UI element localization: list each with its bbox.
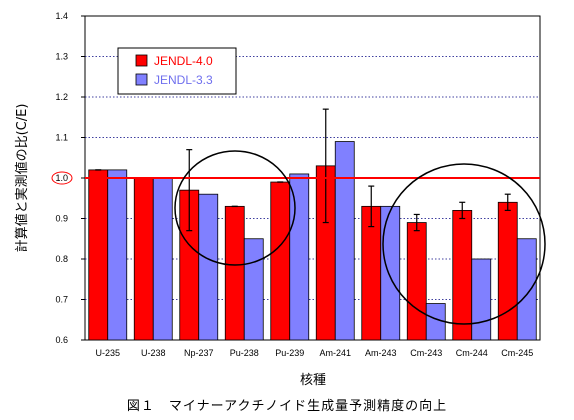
x-tick-label-cm-243: Cm-243 xyxy=(410,348,442,358)
x-tick-label-cm-245: Cm-245 xyxy=(501,348,533,358)
bar-jendl33-cm-245 xyxy=(516,238,537,341)
highlight-circle-right xyxy=(382,163,546,325)
bar-jendl40-u-235 xyxy=(88,169,109,341)
y-axis-title: 計算値と実測値の比(C/E) xyxy=(14,104,30,253)
x-tick-label-np-237: Np-237 xyxy=(184,348,214,358)
y-tick-label: 1.3 xyxy=(55,52,68,62)
x-tick-label-u-238: U-238 xyxy=(141,348,166,358)
bar-jendl40-cm-245 xyxy=(497,201,518,341)
x-tick-label-pu-239: Pu-239 xyxy=(275,348,304,358)
bar-jendl40-cm-244 xyxy=(452,209,473,341)
y-tick-label: 1.2 xyxy=(55,92,68,102)
bar-jendl33-am-243 xyxy=(380,205,401,341)
y-tick-label: 0.7 xyxy=(55,295,68,305)
y-tick-label: 0.8 xyxy=(55,254,68,264)
bar-jendl33-pu-238 xyxy=(243,238,264,341)
y-tick-label: 1.4 xyxy=(55,11,68,21)
x-tick-label-pu-238: Pu-238 xyxy=(230,348,259,358)
y-tick-label: 0.6 xyxy=(55,335,68,345)
bar-jendl40-pu-239 xyxy=(270,181,291,341)
bar-jendl33-pu-239 xyxy=(289,173,310,341)
x-tick-label-am-241: Am-241 xyxy=(319,348,351,358)
bar-jendl33-am-241 xyxy=(334,141,355,341)
y-tick-label: 0.9 xyxy=(55,214,68,224)
bar-jendl33-cm-244 xyxy=(471,258,492,341)
x-tick-label-cm-244: Cm-244 xyxy=(456,348,488,358)
y-axis-ticks: 0.6 0.7 0.8 0.9 1.0 1.1 1.2 1.3 1.4 xyxy=(51,11,85,345)
figure-caption: 図１ マイナーアクチノイド生成量予測精度の向上 xyxy=(126,399,448,414)
y-tick-label: 1.1 xyxy=(55,133,68,143)
highlight-circle-left xyxy=(174,150,296,266)
x-tick-label-u-235: U-235 xyxy=(95,348,120,358)
bar-jendl33-u-238 xyxy=(152,177,173,341)
legend: JENDL-4.0 JENDL-3.3 xyxy=(117,47,237,95)
bar-jendl40-cm-243 xyxy=(406,222,427,341)
bar-jendl33-u-235 xyxy=(107,169,128,341)
bar-jendl40-pu-238 xyxy=(224,205,245,341)
legend-label-jendl33: JENDL-3.3 xyxy=(154,73,213,87)
bar-jendl40-u-238 xyxy=(133,177,154,341)
bar-chart: 0.6 0.7 0.8 0.9 1.0 1.1 1.2 1.3 1.4 U-235 U-238 Np… xyxy=(14,11,546,388)
bar-jendl33-np-237 xyxy=(198,193,219,341)
reference-tick-highlight xyxy=(51,171,73,185)
y-tick-label: 1.0 xyxy=(55,173,68,183)
legend-swatch-jendl40 xyxy=(135,54,148,67)
x-tick-label-am-243: Am-243 xyxy=(365,348,397,358)
x-axis-ticks: U-235 U-238 Np-237 Pu-238 Pu-239 Am-241 Am-243… xyxy=(95,348,533,358)
legend-label-jendl40: JENDL-4.0 xyxy=(154,54,213,68)
x-axis-title: 核種 xyxy=(300,372,326,388)
legend-swatch-jendl33 xyxy=(135,73,148,86)
